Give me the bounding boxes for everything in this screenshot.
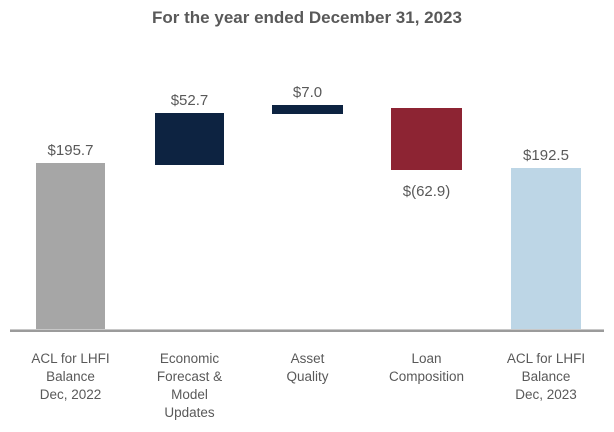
value-label-1: $195.7 [47, 142, 94, 159]
value-label-3: $7.0 [292, 84, 323, 101]
waterfall-bar-3 [272, 105, 343, 114]
value-label-5: $192.5 [523, 147, 569, 164]
value-label-4: $(62.9) [402, 183, 451, 200]
x-axis-line [10, 329, 604, 332]
waterfall-bar-5 [511, 168, 581, 329]
waterfall-bar-1 [36, 163, 105, 329]
category-label-5: ACL for LHFI Balance Dec, 2023 [506, 351, 586, 402]
chart-title: For the year ended December 31, 2023 [152, 8, 462, 27]
category-label-1: ACL for LHFI Balance Dec, 2022 [31, 351, 110, 402]
category-label-3: Asset Quality [286, 351, 329, 384]
category-label-2: Economic Forecast & Model Updates [156, 351, 223, 420]
category-label-4: Loan Composition [388, 351, 465, 384]
value-label-2: $52.7 [170, 92, 209, 109]
waterfall-bar-4 [391, 108, 462, 170]
waterfall-bar-2 [155, 113, 224, 165]
